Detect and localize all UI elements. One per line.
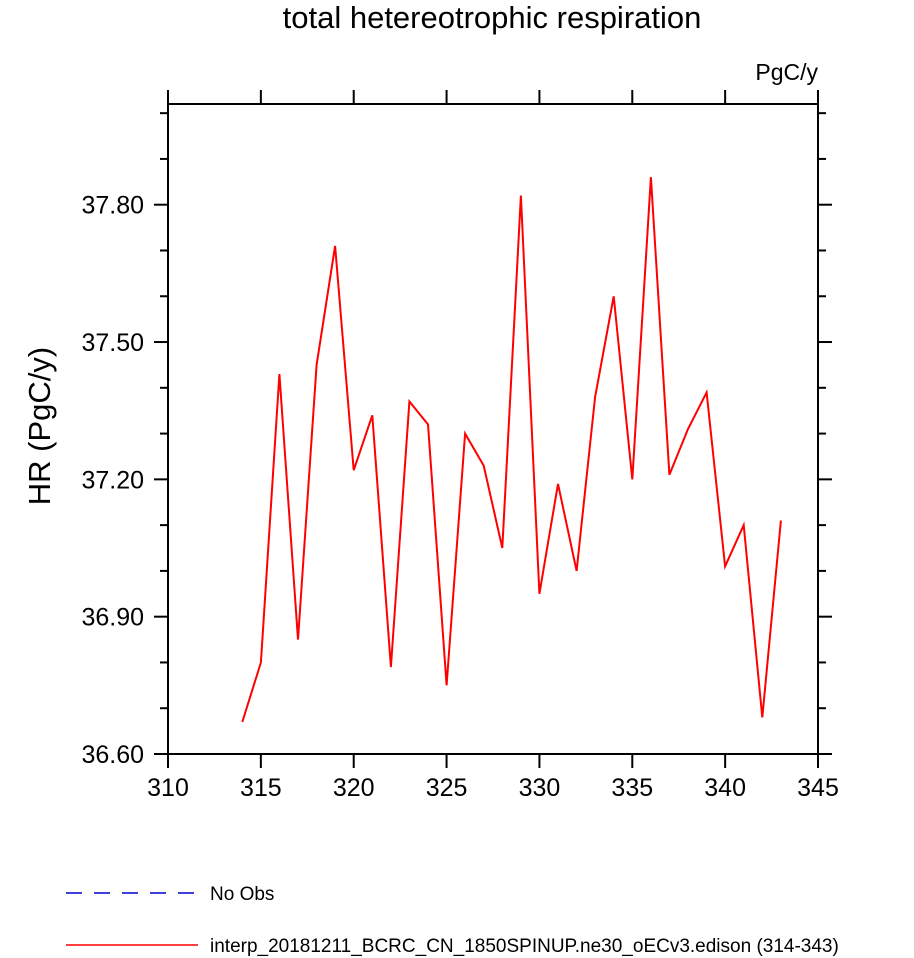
chart-title: total hetereotrophic respiration — [283, 0, 702, 35]
x-axis-ticks: 310 315 320 325 330 335 340 345 — [147, 90, 839, 802]
x-tick-label: 345 — [797, 774, 839, 802]
y-tick-label: 36.60 — [81, 741, 144, 769]
x-tick-label: 310 — [147, 774, 189, 802]
data-series — [241, 177, 782, 723]
units-label: PgC/y — [755, 59, 818, 85]
legend-label: interp_20181211_BCRC_CN_1850SPINUP.ne30_… — [210, 936, 839, 957]
x-tick-label: 330 — [519, 774, 561, 802]
y-axis-ticks: 36.60 36.90 37.20 37.50 37.80 — [81, 112, 832, 769]
x-tick-label: 335 — [611, 774, 653, 802]
series-line — [241, 177, 782, 723]
plot-frame — [167, 103, 819, 755]
y-tick-label: 36.90 — [81, 604, 144, 632]
legend: No Obs interp_20181211_BCRC_CN_1850SPINUP… — [66, 884, 839, 957]
legend-label: No Obs — [210, 884, 274, 905]
x-tick-label: 325 — [426, 774, 468, 802]
x-tick-label: 340 — [704, 774, 746, 802]
y-tick-label: 37.50 — [81, 329, 144, 357]
y-tick-label: 37.20 — [81, 466, 144, 494]
x-tick-label: 315 — [240, 774, 282, 802]
y-tick-label: 37.80 — [81, 192, 144, 220]
y-axis-label: HR (PgC/y) — [22, 347, 57, 505]
x-tick-label: 320 — [333, 774, 375, 802]
